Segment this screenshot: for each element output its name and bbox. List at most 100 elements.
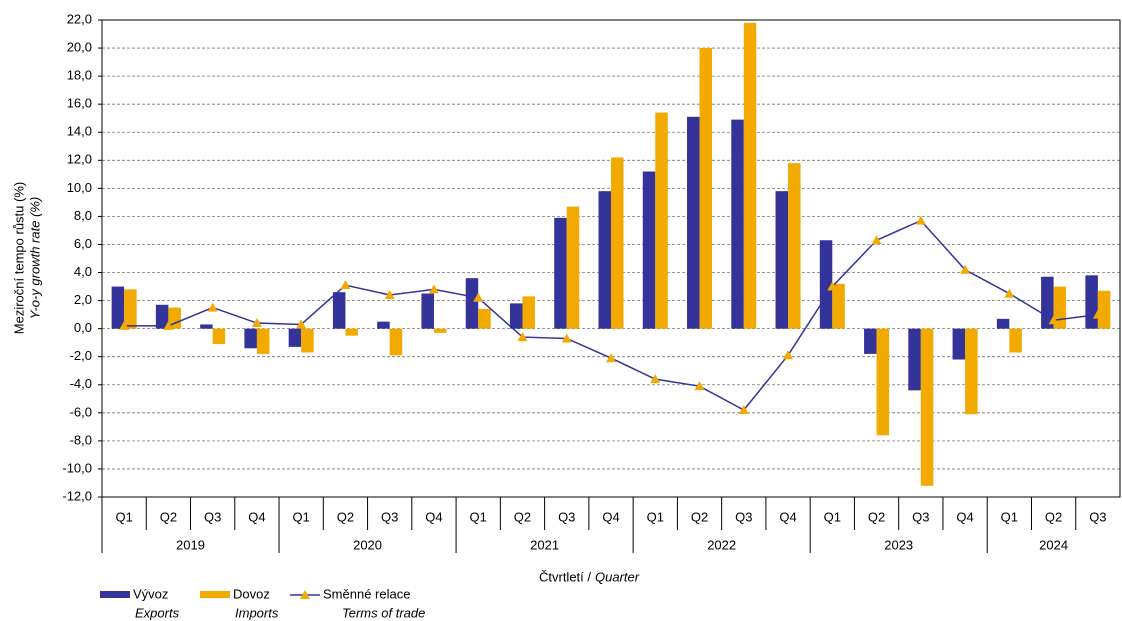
marker [871, 235, 882, 245]
x-tick-label: Q4 [956, 509, 973, 524]
y-tick-label: 12,0 [67, 152, 92, 167]
marker [119, 320, 130, 330]
bar [876, 328, 890, 436]
bar [1009, 328, 1022, 353]
bar [566, 206, 580, 329]
y-tick-label: 14,0 [67, 124, 92, 139]
y-tick-label: 22,0 [67, 11, 92, 26]
marker [251, 318, 262, 328]
x-tick-label: Q3 [381, 509, 398, 524]
group-label: 2022 [707, 537, 736, 552]
y-tick-label: 16,0 [67, 96, 92, 111]
x-tick-label: Q2 [868, 509, 885, 524]
bar [377, 321, 390, 329]
marker [738, 405, 749, 415]
bar [642, 171, 656, 329]
bar [301, 328, 314, 353]
marker [650, 374, 661, 384]
bar [212, 328, 226, 345]
bar [743, 22, 757, 329]
marker [827, 281, 838, 291]
bar [155, 304, 169, 329]
bar [908, 328, 921, 391]
marker [915, 215, 926, 225]
bar [478, 309, 491, 329]
x-tick-label: Q1 [470, 509, 487, 524]
marker [428, 284, 439, 294]
x-tick-label: Q3 [1089, 509, 1106, 524]
bar [168, 307, 181, 329]
marker [561, 333, 572, 343]
x-tick-label: Q1 [115, 509, 132, 524]
x-tick-label: Q4 [779, 509, 796, 524]
bar [788, 163, 801, 329]
bar [465, 278, 479, 329]
group-label: 2024 [1039, 537, 1068, 552]
x-tick-label: Q4 [425, 509, 442, 524]
y-tick-label: 18,0 [67, 68, 92, 83]
bar [509, 303, 523, 329]
x-tick-label: Q2 [691, 509, 708, 524]
x-tick-label: Q4 [602, 509, 619, 524]
bar [389, 328, 403, 356]
x-tick-label: Q3 [735, 509, 752, 524]
y-tick-label: -10,0 [62, 460, 92, 475]
group-label: 2023 [884, 537, 913, 552]
bar [421, 293, 434, 329]
y-axis-title: Y-o-y growth rate (%) [27, 197, 42, 320]
x-tick-label: Q2 [1045, 509, 1062, 524]
bar [256, 328, 270, 354]
bar [1097, 290, 1111, 329]
x-axis-title: Quarter [595, 569, 640, 584]
legend-label: Dovoz [233, 586, 270, 601]
bar [433, 328, 447, 333]
bar [699, 48, 713, 329]
bar [522, 296, 535, 329]
bar [332, 292, 346, 329]
y-axis-title: Meziroční tempo růstu (%) [11, 182, 26, 334]
x-tick-label: Q3 [912, 509, 929, 524]
bar [1053, 286, 1067, 329]
y-tick-label: 4,0 [74, 264, 92, 279]
group-label: 2021 [530, 537, 559, 552]
x-tick-label: Q1 [293, 509, 310, 524]
group-label: 2020 [353, 537, 382, 552]
bar [832, 283, 845, 329]
y-tick-label: -6,0 [70, 404, 92, 419]
bar [864, 328, 877, 354]
bar [111, 286, 125, 329]
bar [965, 328, 978, 415]
marker [517, 332, 528, 342]
x-tick-label: Q4 [248, 509, 265, 524]
group-label: 2019 [176, 537, 205, 552]
y-tick-label: -2,0 [70, 348, 92, 363]
marker [207, 302, 218, 312]
x-tick-label: Q3 [204, 509, 221, 524]
legend-label: Směnné relace [323, 586, 410, 601]
x-tick-label: Q2 [160, 509, 177, 524]
y-tick-label: 10,0 [67, 180, 92, 195]
legend-label-en: Exports [135, 605, 180, 620]
x-tick-label: Q1 [647, 509, 664, 524]
marker [1004, 288, 1015, 298]
y-tick-label: -4,0 [70, 376, 92, 391]
marker [1048, 315, 1059, 325]
bar [952, 328, 966, 360]
bar [554, 217, 567, 329]
plot-frame [101, 19, 1121, 498]
bar [819, 240, 833, 329]
bar [731, 119, 744, 329]
bar [611, 157, 624, 329]
y-tick-label: -12,0 [62, 488, 92, 503]
marker [296, 319, 307, 329]
marker [783, 350, 794, 360]
bar [687, 116, 700, 329]
bar [996, 318, 1010, 329]
marker [473, 292, 484, 302]
legend-label-en: Imports [235, 605, 279, 620]
legend-label-en: Terms of trade [342, 605, 425, 620]
bar [244, 328, 257, 349]
legend-swatch [300, 590, 310, 599]
bar [1041, 276, 1054, 329]
